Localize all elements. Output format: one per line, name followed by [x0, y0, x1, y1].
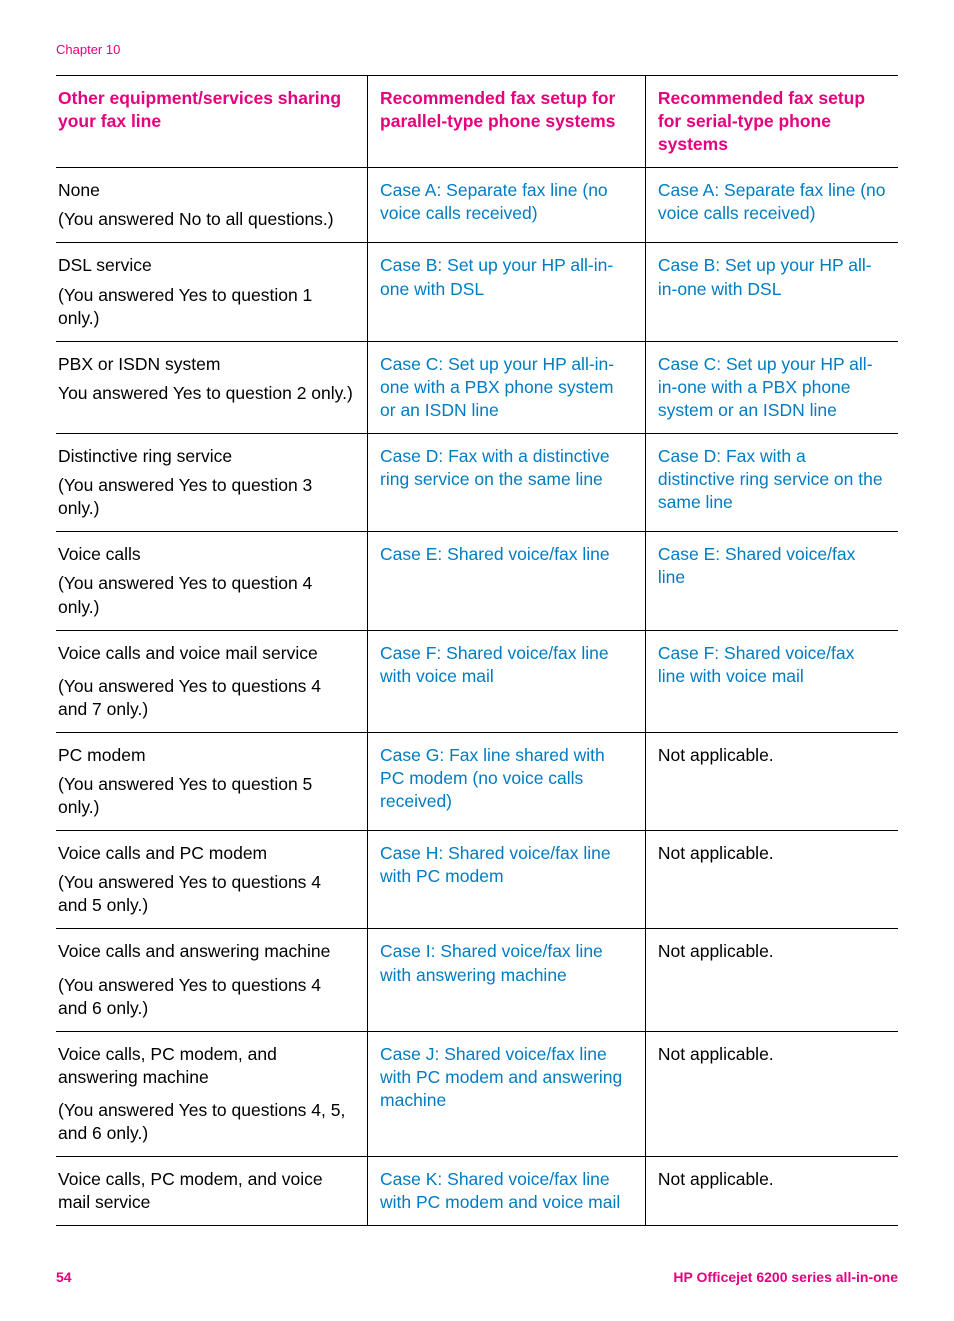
cell-parallel[interactable]: Case B: Set up your HP all-in-one with D… — [368, 243, 646, 341]
cell-serial: Not applicable. — [645, 1031, 898, 1156]
cell-sub-text: (You answered Yes to question 3 only.) — [58, 474, 355, 520]
product-model: HP Officejet 6200 series all-in-one — [673, 1269, 898, 1285]
table-row: PBX or ISDN system You answered Yes to qu… — [56, 341, 898, 433]
cell-main-text: DSL service — [58, 255, 152, 275]
fax-setup-table: Other equipment/services sharing your fa… — [56, 75, 898, 1226]
table-row: Voice calls (You answered Yes to question… — [56, 532, 898, 630]
cell-serial[interactable]: Case E: Shared voice/fax line — [645, 532, 898, 630]
col-header-equipment: Other equipment/services sharing your fa… — [56, 76, 368, 168]
cell-sub-text: (You answered No to all questions.) — [58, 208, 355, 231]
cell-serial[interactable]: Case B: Set up your HP all-in-one with D… — [645, 243, 898, 341]
cell-sub-text: (You answered Yes to questions 4, 5, and… — [58, 1099, 355, 1145]
cell-equipment: PC modem (You answered Yes to question 5 … — [56, 732, 368, 830]
cell-equipment: Voice calls, PC modem, and answering mac… — [56, 1031, 368, 1156]
cell-equipment: Voice calls and answering machine (You an… — [56, 929, 368, 1031]
cell-serial[interactable]: Case F: Shared voice/fax line with voice… — [645, 630, 898, 732]
cell-serial: Not applicable. — [645, 929, 898, 1031]
cell-equipment: Voice calls and PC modem (You answered Ye… — [56, 831, 368, 929]
cell-serial: Not applicable. — [645, 1157, 898, 1226]
page-number: 54 — [56, 1269, 72, 1285]
cell-main-text: Voice calls, PC modem, and voice mail se… — [58, 1169, 323, 1212]
cell-parallel[interactable]: Case G: Fax line shared with PC modem (n… — [368, 732, 646, 830]
cell-equipment: Voice calls, PC modem, and voice mail se… — [56, 1157, 368, 1226]
cell-serial: Not applicable. — [645, 831, 898, 929]
cell-parallel[interactable]: Case H: Shared voice/fax line with PC mo… — [368, 831, 646, 929]
cell-main-text: PC modem — [58, 745, 146, 765]
cell-sub-text: (You answered Yes to questions 4 and 5 o… — [58, 871, 355, 917]
cell-parallel[interactable]: Case I: Shared voice/fax line with answe… — [368, 929, 646, 1031]
page-content: Chapter 10 Other equipment/services shar… — [0, 0, 954, 1226]
table-body: None (You answered No to all questions.) C… — [56, 168, 898, 1226]
cell-parallel[interactable]: Case D: Fax with a distinctive ring serv… — [368, 434, 646, 532]
cell-equipment: None (You answered No to all questions.) — [56, 168, 368, 243]
cell-equipment: Voice calls (You answered Yes to question… — [56, 532, 368, 630]
cell-equipment: Voice calls and voice mail service (You a… — [56, 630, 368, 732]
cell-main-text: Voice calls and voice mail service — [58, 643, 318, 663]
table-row: Voice calls and PC modem (You answered Ye… — [56, 831, 898, 929]
cell-equipment: Distinctive ring service (You answered Ye… — [56, 434, 368, 532]
cell-parallel[interactable]: Case E: Shared voice/fax line — [368, 532, 646, 630]
cell-equipment: DSL service (You answered Yes to question… — [56, 243, 368, 341]
cell-serial[interactable]: Case D: Fax with a distinctive ring serv… — [645, 434, 898, 532]
cell-parallel[interactable]: Case C: Set up your HP all-in-one with a… — [368, 341, 646, 433]
cell-main-text: None — [58, 180, 100, 200]
page-footer: 54 HP Officejet 6200 series all-in-one — [56, 1269, 898, 1285]
cell-main-text: PBX or ISDN system — [58, 354, 220, 374]
table-row: Distinctive ring service (You answered Ye… — [56, 434, 898, 532]
cell-sub-text: (You answered Yes to question 5 only.) — [58, 773, 355, 819]
table-row: Voice calls and answering machine (You an… — [56, 929, 898, 1031]
cell-sub-text: (You answered Yes to questions 4 and 6 o… — [58, 974, 355, 1020]
col-header-parallel: Recommended fax setup for parallel-type … — [368, 76, 646, 168]
cell-parallel[interactable]: Case A: Separate fax line (no voice call… — [368, 168, 646, 243]
table-header-row: Other equipment/services sharing your fa… — [56, 76, 898, 168]
cell-main-text: Voice calls and answering machine — [58, 941, 330, 961]
cell-sub-text: (You answered Yes to question 1 only.) — [58, 284, 355, 330]
cell-parallel[interactable]: Case F: Shared voice/fax line with voice… — [368, 630, 646, 732]
col-header-serial: Recommended fax setup for serial-type ph… — [645, 76, 898, 168]
table-row: PC modem (You answered Yes to question 5 … — [56, 732, 898, 830]
cell-main-text: Voice calls, PC modem, and answering mac… — [58, 1044, 277, 1087]
cell-parallel[interactable]: Case K: Shared voice/fax line with PC mo… — [368, 1157, 646, 1226]
cell-main-text: Distinctive ring service — [58, 446, 232, 466]
cell-serial: Not applicable. — [645, 732, 898, 830]
cell-serial[interactable]: Case A: Separate fax line (no voice call… — [645, 168, 898, 243]
table-row: Voice calls and voice mail service (You a… — [56, 630, 898, 732]
table-row: DSL service (You answered Yes to question… — [56, 243, 898, 341]
cell-main-text: Voice calls — [58, 544, 141, 564]
cell-sub-text: You answered Yes to question 2 only.) — [58, 382, 355, 405]
table-row: Voice calls, PC modem, and voice mail se… — [56, 1157, 898, 1226]
cell-main-text: Voice calls and PC modem — [58, 843, 267, 863]
cell-parallel[interactable]: Case J: Shared voice/fax line with PC mo… — [368, 1031, 646, 1156]
cell-sub-text: (You answered Yes to question 4 only.) — [58, 572, 355, 618]
table-row: None (You answered No to all questions.) C… — [56, 168, 898, 243]
cell-equipment: PBX or ISDN system You answered Yes to qu… — [56, 341, 368, 433]
table-row: Voice calls, PC modem, and answering mac… — [56, 1031, 898, 1156]
cell-sub-text: (You answered Yes to questions 4 and 7 o… — [58, 675, 355, 721]
cell-serial[interactable]: Case C: Set up your HP all-in-one with a… — [645, 341, 898, 433]
chapter-label: Chapter 10 — [56, 42, 898, 57]
